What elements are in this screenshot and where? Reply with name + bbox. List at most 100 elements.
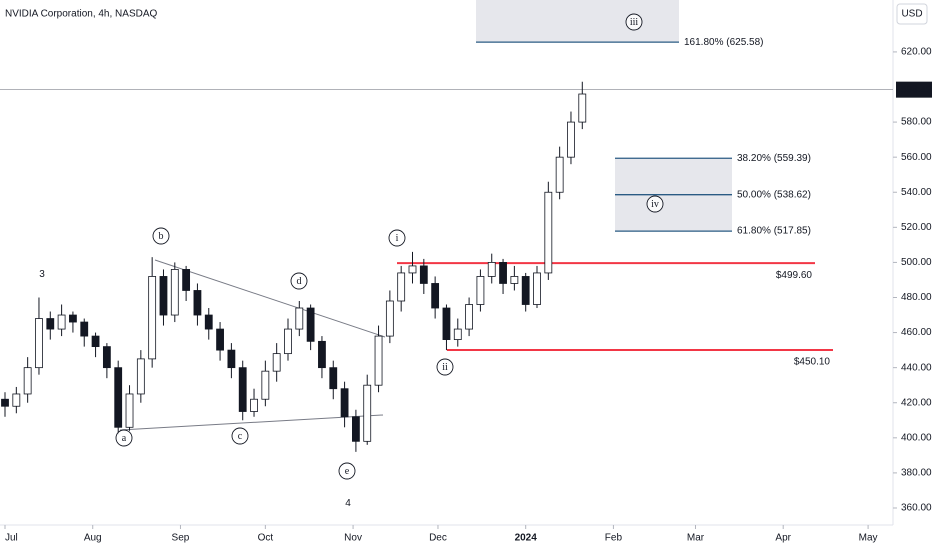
- candle-body: [114, 367, 123, 428]
- candle-body: [555, 156, 564, 193]
- candle-body: [476, 276, 485, 305]
- candle-body: [510, 276, 519, 284]
- candle-body: [159, 276, 168, 316]
- x-tick-label: May: [859, 533, 878, 544]
- trendline: [119, 414, 384, 431]
- candle-body: [363, 384, 372, 442]
- last-price-label: 598.49: [901, 84, 932, 95]
- y-tick-label: 360.00: [901, 503, 932, 514]
- wave-circle: [388, 229, 406, 247]
- x-tick-label: Nov: [344, 533, 362, 544]
- x-tick-label: 2024: [515, 533, 538, 544]
- candle-body: [170, 269, 179, 316]
- y-tick-label: 620.00: [901, 47, 932, 58]
- candle-body: [12, 393, 21, 407]
- fib-zone: [476, 0, 679, 43]
- candle-body: [487, 262, 496, 277]
- fib-label: 38.20% (559.39): [737, 153, 811, 164]
- wave-circle: [338, 462, 356, 480]
- wave-circle: [152, 227, 170, 245]
- y-tick-label: 540.00: [901, 187, 932, 198]
- chart-title: NVIDIA Corporation, 4h, NASDAQ: [5, 9, 158, 20]
- wave-label: 3: [39, 269, 45, 280]
- level-label: $450.10: [794, 357, 831, 368]
- x-tick-label: Dec: [429, 533, 447, 544]
- y-tick-label: 380.00: [901, 468, 932, 479]
- y-tick-label: 500.00: [901, 257, 932, 268]
- candle-body: [238, 367, 247, 412]
- y-tick-label: 580.00: [901, 117, 932, 128]
- candle-body: [23, 367, 32, 395]
- candle-body: [102, 346, 111, 369]
- candle-body: [408, 265, 417, 274]
- candle-body: [125, 393, 134, 428]
- candle-body: [533, 272, 541, 305]
- candle-body: [227, 349, 236, 369]
- candle-body: [340, 388, 349, 418]
- x-tick-label: Feb: [605, 533, 623, 544]
- y-tick-label: 400.00: [901, 432, 932, 443]
- candle-body: [295, 307, 304, 330]
- candle-body: [148, 276, 157, 360]
- wave-circle: [231, 427, 249, 445]
- candle-body: [57, 314, 66, 330]
- y-tick-label: 420.00: [901, 397, 932, 408]
- x-tick-label: Sep: [172, 533, 190, 544]
- wave-label: ii: [442, 362, 448, 373]
- wave-label: e: [345, 466, 350, 477]
- wave-circle: [436, 358, 454, 376]
- fib-label: 61.80% (517.85): [737, 226, 811, 237]
- candle-body: [272, 353, 281, 372]
- y-tick-label: 560.00: [901, 152, 932, 163]
- candle-body: [216, 328, 224, 351]
- y-tick-label: 480.00: [901, 292, 932, 303]
- candle-body: [521, 276, 530, 305]
- candle-body: [419, 265, 428, 284]
- candle-body: [431, 283, 440, 309]
- candle-body: [306, 307, 315, 342]
- candle-body: [69, 314, 77, 323]
- y-tick-label: 520.00: [901, 222, 932, 233]
- wave-label: d: [297, 276, 302, 287]
- x-tick-label: Apr: [775, 533, 791, 544]
- candle-body: [204, 314, 213, 330]
- candle-body: [80, 321, 89, 337]
- wave-label: c: [238, 431, 243, 442]
- candle-body: [136, 358, 145, 395]
- candle-body: [567, 121, 575, 158]
- y-tick-label: 460.00: [901, 327, 932, 338]
- candle-body: [261, 370, 270, 400]
- candle-body: [46, 318, 55, 330]
- candle-body: [397, 272, 406, 302]
- candle-body: [329, 367, 338, 390]
- candle-body: [1, 398, 9, 407]
- candle-body: [385, 300, 394, 337]
- wave-label: 4: [345, 498, 351, 509]
- wave-label: i: [396, 233, 399, 244]
- wave-circle: [290, 272, 308, 290]
- x-tick-label: Jul: [5, 533, 18, 544]
- wave-label: iii: [630, 17, 639, 28]
- last-price-badge: [896, 81, 932, 98]
- x-tick-label: Aug: [84, 533, 102, 544]
- wave-label: b: [159, 231, 164, 242]
- candle-body: [91, 335, 100, 348]
- fib-label: 161.80% (625.58): [684, 37, 764, 48]
- candle-body: [374, 335, 383, 386]
- x-tick-label: Mar: [687, 533, 705, 544]
- candle-body: [182, 269, 191, 291]
- trendline: [154, 259, 386, 338]
- candle-body: [442, 307, 451, 340]
- candle-body: [250, 398, 258, 412]
- candle-body: [35, 318, 43, 369]
- level-label: $499.60: [776, 270, 813, 281]
- candle-body: [352, 416, 360, 442]
- candle-body: [453, 328, 462, 340]
- currency-button[interactable]: [896, 3, 928, 25]
- y-tick-label: 440.00: [901, 362, 932, 373]
- wave-circle: [625, 13, 643, 31]
- candle-body: [318, 340, 326, 369]
- currency-label[interactable]: USD: [901, 9, 922, 20]
